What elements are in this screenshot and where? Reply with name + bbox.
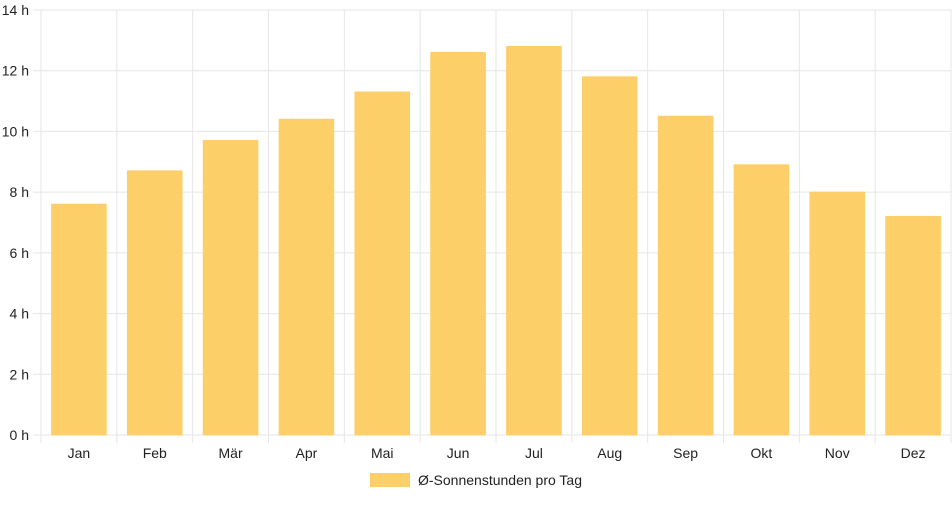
x-tick-label: Mär [219,445,243,461]
bar [51,203,107,436]
bar [581,76,638,436]
y-tick-label: 14 h [2,2,29,18]
x-tick-label: Nov [825,445,850,461]
x-tick-label: Sep [673,445,698,461]
legend-label: Ø-Sonnenstunden pro Tag [418,472,582,488]
x-tick-label: Jul [525,445,543,461]
x-tick-label: Jan [68,445,91,461]
bar [657,115,714,436]
bar [126,170,183,436]
bar [354,91,411,436]
bar [506,45,562,436]
bar [809,191,866,436]
y-tick-label: 8 h [10,184,29,200]
x-tick-label: Mai [371,445,394,461]
x-tick-label: Okt [751,445,773,461]
legend-swatch [370,473,410,487]
chart-legend[interactable]: Ø-Sonnenstunden pro Tag [0,472,952,488]
bar [430,52,486,436]
y-tick-label: 0 h [10,427,29,443]
x-tick-label: Aug [597,445,622,461]
y-tick-label: 12 h [2,63,29,79]
x-tick-label: Feb [143,445,167,461]
y-tick-label: 6 h [10,245,29,261]
bar [202,140,259,436]
bar [278,118,335,436]
y-tick-label: 4 h [10,306,29,322]
bar [885,215,941,436]
x-tick-label: Apr [296,445,318,461]
bar [733,164,790,436]
y-tick-label: 2 h [10,366,29,382]
y-tick-label: 10 h [2,123,29,139]
x-tick-label: Dez [901,445,926,461]
x-tick-label: Jun [447,445,470,461]
